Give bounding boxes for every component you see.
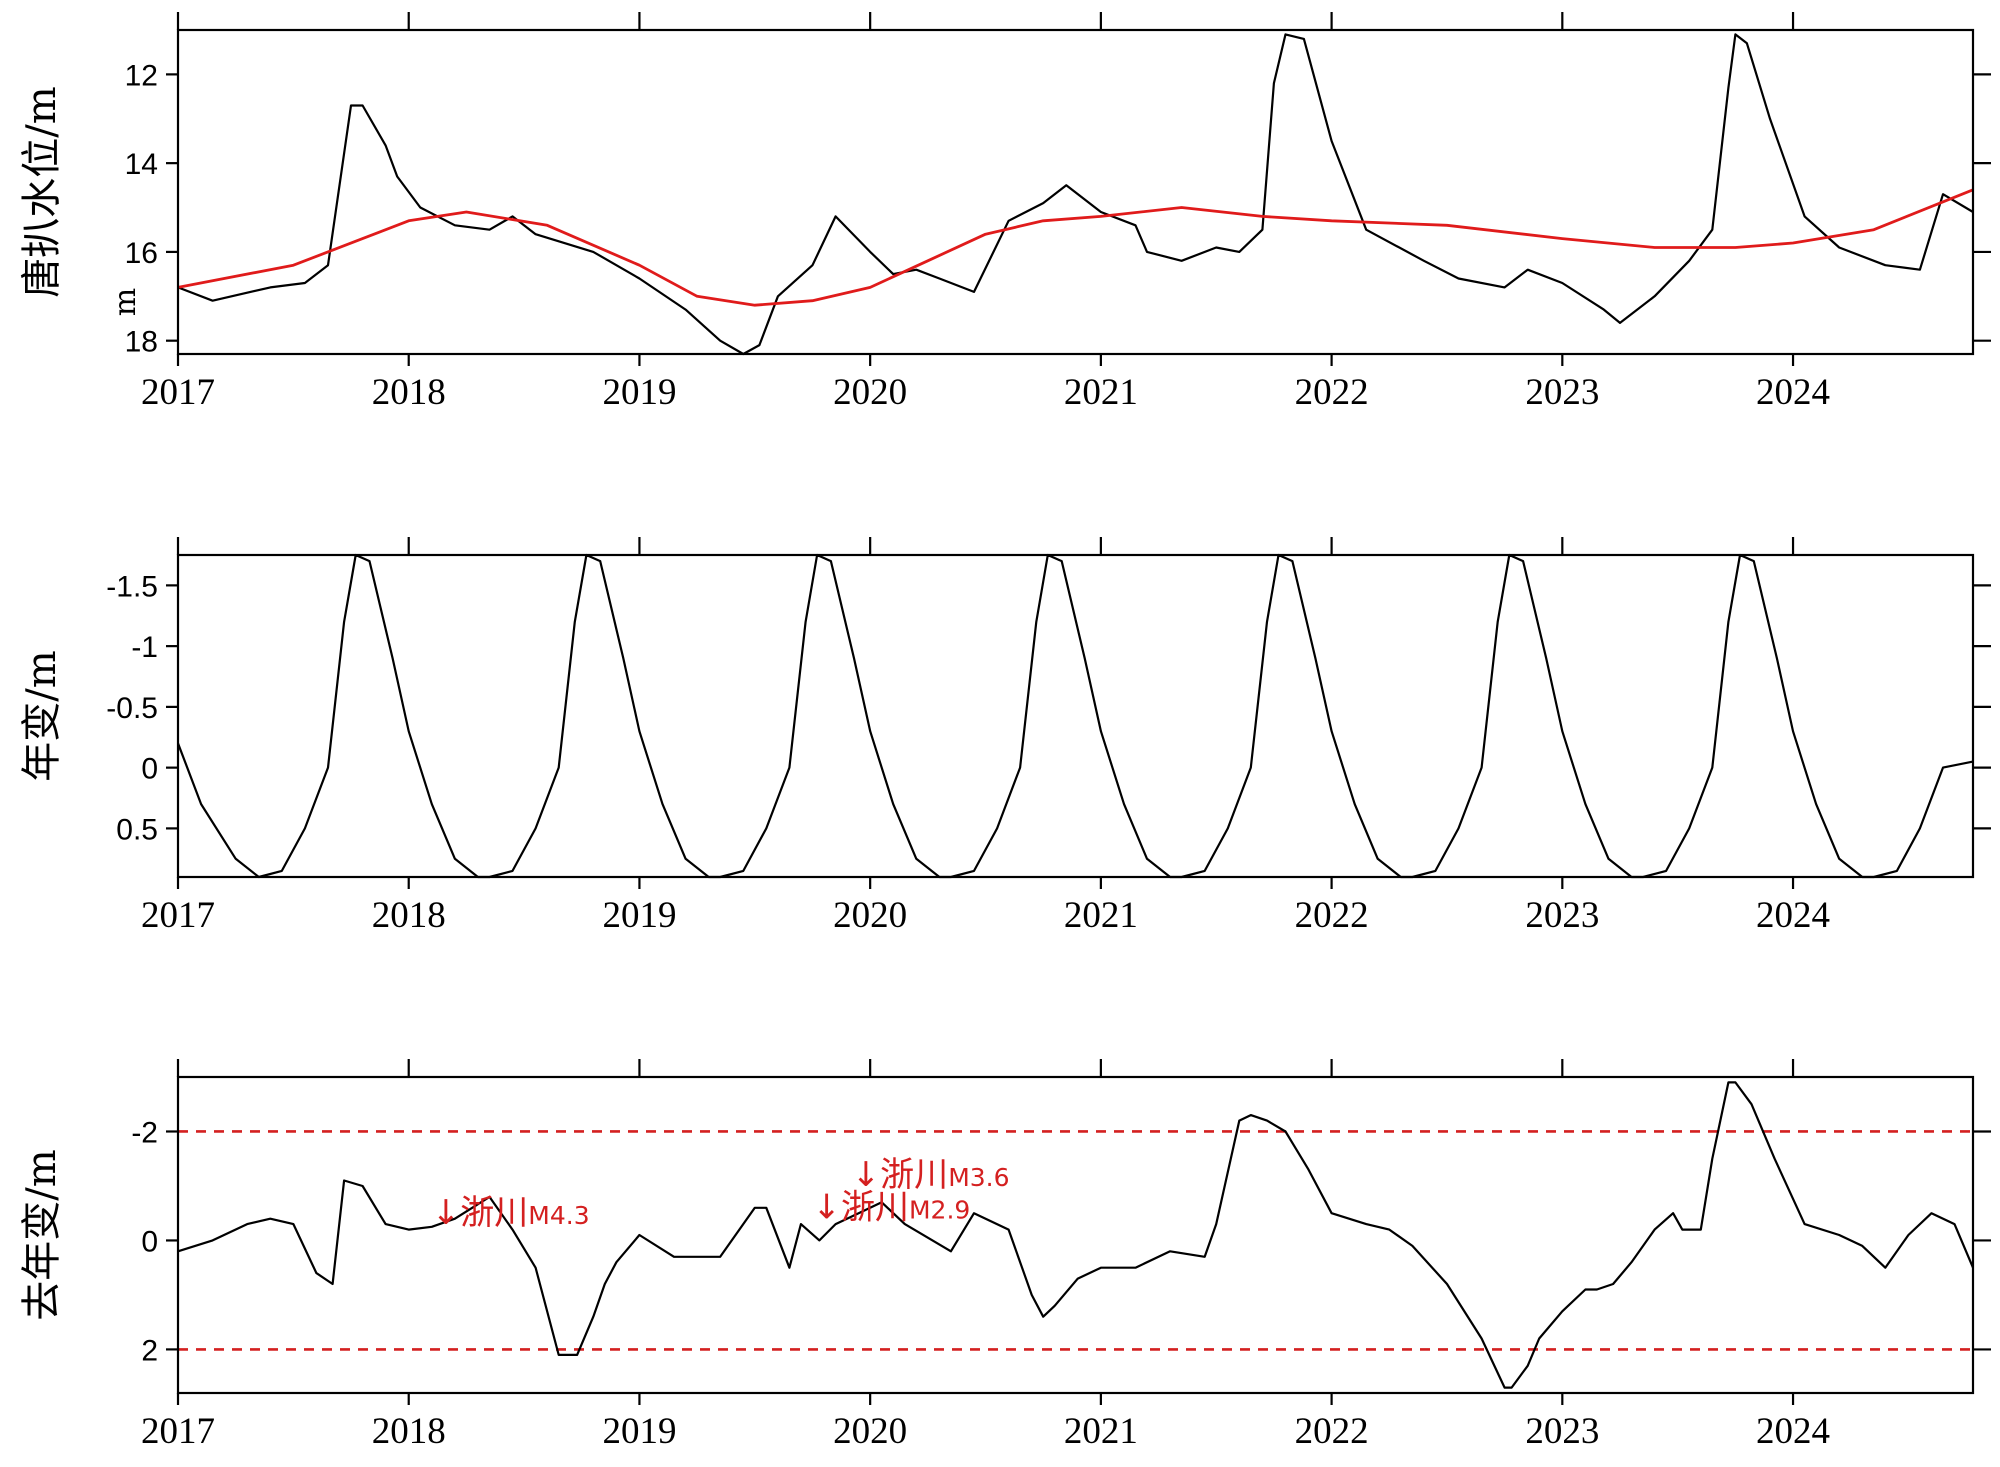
event-name: ↓浙川	[812, 1188, 909, 1228]
x-tick-label: 2018	[372, 895, 446, 936]
y-tick-label: -1	[131, 631, 158, 664]
y-tick-label: -2	[131, 1116, 158, 1149]
y-tick-label: 0	[141, 1225, 158, 1258]
plot-frame	[176, 28, 1975, 356]
x-tick-label: 2020	[833, 1411, 907, 1452]
event-annotation: ↓浙川M2.9	[812, 1188, 970, 1228]
event-magnitude: M2.9	[909, 1196, 970, 1225]
event-name: ↓浙川	[432, 1193, 528, 1233]
x-tick-label: 2021	[1064, 1411, 1138, 1452]
event-name: ↓浙川	[852, 1155, 949, 1195]
event-annotation: ↓浙川M3.6	[852, 1155, 1010, 1195]
x-tick-label: 2020	[833, 372, 907, 413]
x-tick-label: 2022	[1295, 1411, 1369, 1452]
x-tick-label: 2018	[372, 1411, 446, 1452]
panel-deannual-variation: 去年变/m 2017 2018 2019 2020 2021 2022 2023 2024 -2…	[19, 1059, 1991, 1452]
y-tick-label: -1.5	[106, 570, 158, 603]
panel-annual-variation: 年变/m 2017 2018 2019 2020 2021 2022 2023 2024 -1.…	[19, 537, 1991, 936]
event-magnitude: M3.6	[948, 1163, 1009, 1192]
y-tick-label: 18	[125, 326, 158, 359]
x-tick-label: 2019	[602, 1411, 676, 1452]
y-tick-label: -0.5	[106, 692, 158, 725]
y-tick-label: 2	[141, 1334, 158, 1367]
series-deannual-line	[177, 1081, 1975, 1389]
event-annotation: ↓浙川M4.3	[432, 1193, 590, 1233]
y-axis-label: 唐扒水位/m	[19, 86, 65, 297]
x-tick-label: 2024	[1756, 895, 1830, 936]
y-tick-label: 0.5	[116, 813, 158, 846]
x-tick-label: 2018	[372, 372, 446, 413]
plot-frame	[176, 1075, 1975, 1395]
y-tick-label: 12	[125, 59, 158, 92]
x-tick-label: 2020	[833, 895, 907, 936]
y-tick-label: 14	[125, 148, 158, 181]
series-observed-line	[177, 33, 1974, 356]
y-axis-label: 去年变/m	[19, 1149, 65, 1320]
y-tick-label: 16	[125, 237, 158, 270]
event-magnitude: M4.3	[528, 1201, 589, 1230]
y-tick-label: 0	[141, 753, 158, 786]
series-trend-line	[177, 188, 1974, 307]
series-annual-line	[176, 553, 1974, 879]
x-tick-label: 2019	[602, 895, 676, 936]
x-tick-label: 2023	[1525, 895, 1599, 936]
panel-water-level: 唐扒水位/m m 2017 2018 2019 2020 2021 2022 2023 202…	[19, 12, 1991, 413]
x-tick-label: 2017	[141, 372, 215, 413]
x-tick-label: 2021	[1064, 895, 1138, 936]
x-tick-label: 2024	[1756, 372, 1830, 413]
x-tick-label: 2023	[1525, 372, 1599, 413]
x-tick-label: 2024	[1756, 1411, 1830, 1452]
y-axis-label: 年变/m	[19, 650, 65, 781]
x-tick-label: 2019	[602, 372, 676, 413]
x-tick-label: 2022	[1295, 372, 1369, 413]
x-tick-label: 2017	[141, 1411, 215, 1452]
plot-frame	[176, 553, 1975, 879]
x-tick-label: 2017	[141, 895, 215, 936]
x-tick-label: 2022	[1295, 895, 1369, 936]
x-tick-label: 2023	[1525, 1411, 1599, 1452]
y-unit-note: m	[108, 288, 143, 316]
x-tick-label: 2021	[1064, 372, 1138, 413]
